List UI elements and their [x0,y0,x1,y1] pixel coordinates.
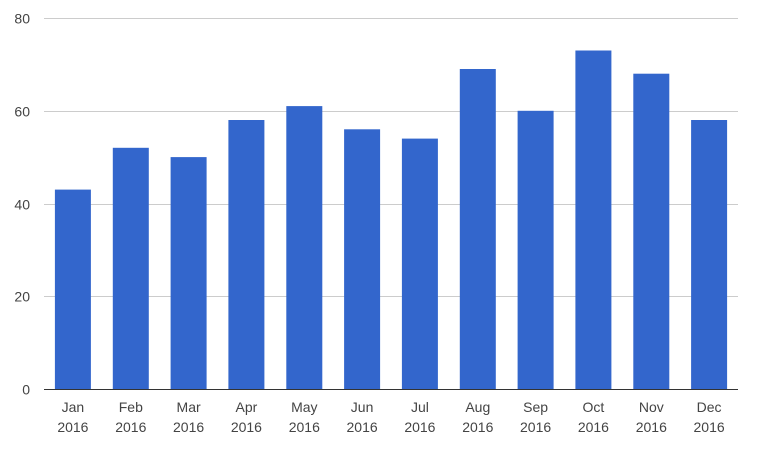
x-tick-label-year: 2016 [173,419,204,435]
bar [170,157,207,389]
x-tick-label-month: Oct [583,399,605,415]
x-tick-label-month: Mar [177,399,201,415]
x-tick-label-year: 2016 [636,419,667,435]
x-tick-label-month: Jan [62,399,85,415]
x-tick-label-year: 2016 [462,419,493,435]
bar [286,106,323,389]
bar [633,73,670,389]
x-tick-label-year: 2016 [694,419,725,435]
bar [575,50,612,389]
x-tick-label-month: Sep [523,399,548,415]
bar [344,129,381,390]
bar [228,120,265,389]
x-tick-label-month: Feb [119,399,143,415]
bar [401,138,438,389]
bar [112,147,149,389]
x-tick-label-month: Apr [236,399,258,415]
x-tick-label-year: 2016 [347,419,378,435]
y-tick-label: 0 [22,382,30,398]
x-tick-label-month: Aug [465,399,490,415]
x-tick-label-month: Jun [351,399,374,415]
bar [459,69,496,389]
x-tick-label-year: 2016 [115,419,146,435]
bars [54,50,728,390]
y-tick-label: 20 [14,289,30,305]
y-gridlines [44,18,738,297]
x-tick-label-month: Nov [639,399,664,415]
x-tick-label-year: 2016 [520,419,551,435]
x-tick-label-year: 2016 [57,419,88,435]
y-axis-tick-labels: 0 20 40 60 80 [14,11,30,398]
bar [54,189,91,389]
x-tick-label-year: 2016 [578,419,609,435]
x-tick-label-month: Dec [697,399,722,415]
x-tick-label-month: Jul [411,399,429,415]
x-tick-label-year: 2016 [404,419,435,435]
y-tick-label: 40 [14,197,30,213]
x-tick-label-year: 2016 [231,419,262,435]
bar [691,120,728,389]
y-tick-label: 80 [14,11,30,27]
x-tick-label-month: May [291,399,317,415]
x-tick-label-year: 2016 [289,419,320,435]
bar [517,110,554,390]
x-axis-tick-labels: Jan 2016 Feb 2016 Mar 2016 Apr 2016 May 2016 Jun 20… [57,399,725,435]
y-tick-label: 60 [14,104,30,120]
